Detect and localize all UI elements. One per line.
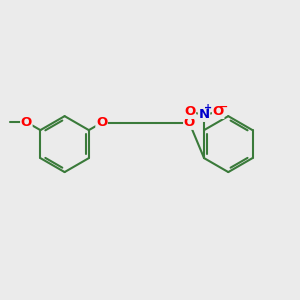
Text: O: O (184, 105, 196, 119)
Text: O: O (96, 116, 107, 129)
Text: N: N (199, 108, 210, 121)
Text: O: O (213, 105, 224, 119)
Text: +: + (204, 103, 212, 113)
Text: O: O (184, 116, 195, 129)
Text: O: O (21, 116, 32, 128)
Text: −: − (219, 102, 228, 112)
